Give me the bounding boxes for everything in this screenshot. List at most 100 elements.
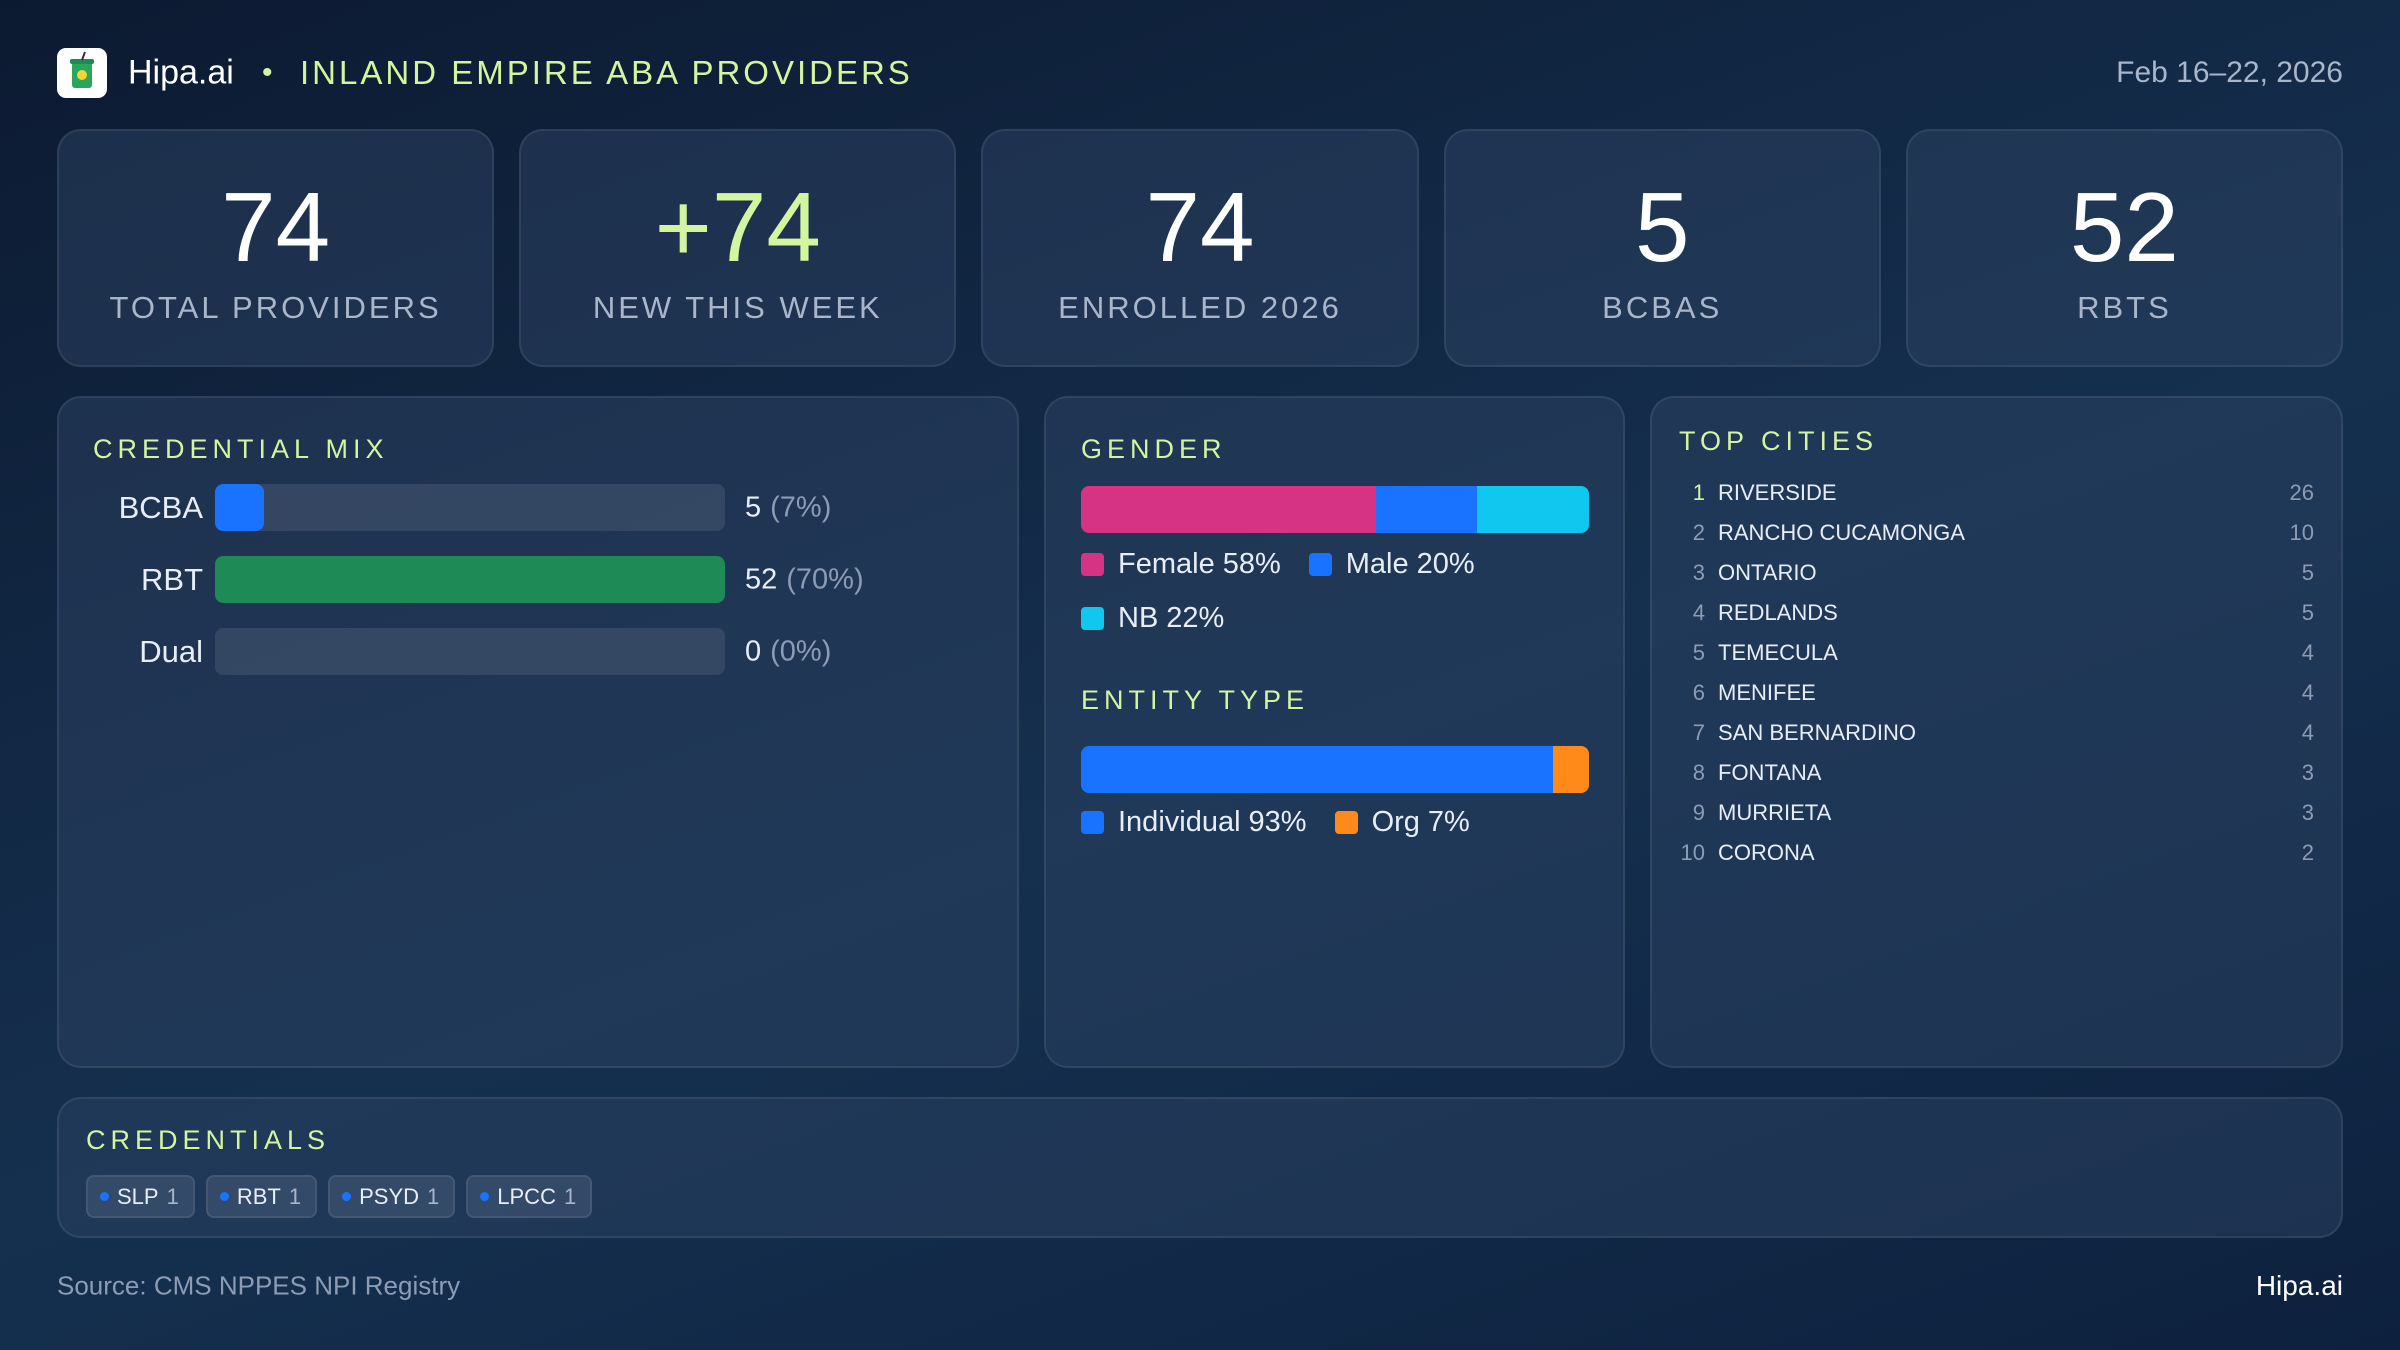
city-count: 3 — [2301, 760, 2314, 785]
city-name: TEMECULA — [1718, 640, 1838, 665]
city-count: 2 — [2301, 840, 2314, 865]
chip-name: RBT — [236, 1183, 281, 1209]
bar-value: 0 (0%) — [745, 636, 831, 669]
city-rank: 1 — [1692, 480, 1705, 505]
city-name: ONTARIO — [1718, 560, 1817, 585]
brand: Hipa.ai — [128, 53, 234, 92]
logo-icon — [70, 51, 94, 88]
row-label: Dual — [139, 634, 203, 669]
chip-count: 1 — [288, 1183, 302, 1209]
city-rank: 2 — [1692, 520, 1705, 545]
city-count: 5 — [2301, 560, 2314, 585]
city-rank: 6 — [1692, 680, 1705, 705]
kpi-value: +74 — [654, 172, 821, 282]
section-title: GENDER — [1081, 434, 1227, 464]
legend-swatch — [1081, 811, 1104, 834]
logo — [57, 48, 107, 98]
bar-track — [215, 556, 725, 603]
legend-item: NB 22% — [1081, 602, 1224, 635]
city-rank: 8 — [1692, 760, 1705, 785]
legend-name: Org — [1371, 806, 1420, 838]
legend-name: Male — [1345, 548, 1409, 580]
legend-value: 7% — [1427, 806, 1470, 838]
city-count: 5 — [2301, 600, 2314, 625]
legend-value: 22% — [1166, 602, 1225, 634]
bar-value: 52 (70%) — [745, 564, 864, 597]
chip-count: 1 — [563, 1183, 577, 1209]
bar-segment — [1553, 746, 1589, 793]
legend-value: 20% — [1416, 548, 1475, 580]
kpi-value: 5 — [1634, 172, 1690, 282]
city-name: SAN BERNARDINO — [1718, 720, 1917, 745]
page-title: INLAND EMPIRE ABA PROVIDERS — [300, 54, 913, 91]
city-rank: 4 — [1692, 600, 1705, 625]
legend-item: Male 20% — [1308, 548, 1475, 581]
city-name: MENIFEE — [1718, 680, 1816, 705]
section-title: CREDENTIALS — [86, 1125, 331, 1155]
footer-brand: Hipa.ai — [2255, 1270, 2343, 1301]
section-title: ENTITY TYPE — [1081, 685, 1310, 715]
kpi-value: 52 — [2069, 172, 2179, 282]
bar-segment — [1081, 746, 1554, 793]
legend-item: Individual 93% — [1081, 806, 1307, 839]
section-title: TOP CITIES — [1679, 426, 1879, 456]
chip-name: PSYD — [359, 1183, 420, 1209]
city-count: 3 — [2301, 800, 2314, 825]
credentials-card: CREDENTIALS SLP 1 RBT 1 PSYD 1 LPCC 1 — [57, 1097, 2343, 1238]
legend-name: Female — [1118, 548, 1215, 580]
city-name: CORONA — [1718, 840, 1815, 865]
city-rank: 9 — [1692, 800, 1705, 825]
legend-item: Female 58% — [1081, 548, 1281, 581]
chip-dot — [342, 1192, 352, 1201]
source-note: Source: CMS NPPES NPI Registry — [57, 1270, 461, 1301]
stacked-bar — [1081, 486, 1589, 533]
bar-track — [215, 628, 725, 675]
city-rank: 5 — [1692, 640, 1705, 665]
city-rank: 10 — [1680, 840, 1705, 865]
legend-item: Org 7% — [1334, 806, 1470, 839]
separator: • — [262, 56, 273, 89]
city-name: RANCHO CUCAMONGA — [1718, 520, 1965, 545]
chip-name: SLP — [117, 1183, 159, 1209]
legend-swatch — [1081, 607, 1104, 630]
value-text: 52 — [745, 563, 778, 596]
credential-mix-card: CREDENTIAL MIX BCBA 5 (7%) RBT 52 (70%) Dual 0(… — [57, 396, 1019, 1068]
chip: LPCC 1 — [466, 1175, 593, 1218]
kpi-card: 74 TOTAL PROVIDERS — [57, 129, 495, 367]
chip-dot — [100, 1192, 109, 1201]
city-name: REDLANDS — [1718, 600, 1838, 625]
value-text: 0 — [745, 635, 762, 668]
percent-text: (7%) — [770, 491, 832, 524]
city-name: RIVERSIDE — [1718, 480, 1837, 505]
chip-dot — [219, 1192, 229, 1201]
top-cities-card: TOP CITIES 1 RIVERSIDE 26 2 RANCHO CUCAMONGA… — [1650, 396, 2343, 1068]
chip-dot — [480, 1192, 490, 1201]
city-count: 4 — [2301, 640, 2314, 665]
chip-row: SLP 1 RBT 1 PSYD 1 LPCC 1 — [86, 1175, 593, 1218]
kpi-card: +74 NEW THIS WEEK — [519, 129, 957, 367]
city-name: MURRIETA — [1718, 800, 1832, 825]
bar-segment — [1477, 486, 1589, 533]
gender-card: GENDER ENTITY TYPE Female 58% Male 20% NB 22%… — [1044, 396, 1625, 1068]
legend: Female 58% Male 20% NB 22% — [1081, 548, 1501, 635]
kpi-value: 74 — [1145, 172, 1255, 282]
city-count: 26 — [2289, 480, 2314, 505]
bar-segment — [1081, 486, 1376, 533]
city-name: FONTANA — [1718, 760, 1822, 785]
bar-value: 5 (7%) — [745, 492, 831, 525]
legend-swatch — [1334, 811, 1358, 834]
kpi-card: 74 ENROLLED 2026 — [981, 129, 1419, 367]
city-count: 10 — [2289, 520, 2314, 545]
legend-swatch — [1081, 553, 1104, 576]
kpi-label: RBTS — [2077, 290, 2172, 325]
percent-text: (70%) — [786, 563, 864, 596]
city-rank: 3 — [1692, 560, 1705, 585]
kpi-label: ENROLLED 2026 — [1058, 290, 1342, 325]
date-range: Feb 16–22, 2026 — [2116, 56, 2343, 89]
bar — [215, 484, 265, 531]
bar — [215, 556, 725, 603]
section-title: CREDENTIAL MIX — [93, 434, 389, 464]
stacked-bar — [1081, 746, 1589, 793]
legend-value: 93% — [1248, 806, 1307, 838]
